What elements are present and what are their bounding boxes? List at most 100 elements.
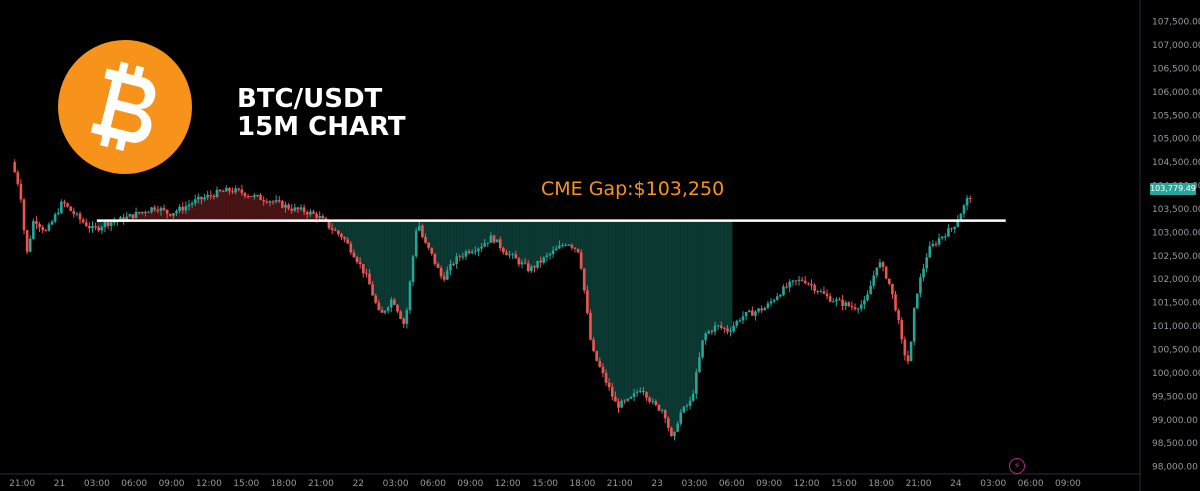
candle-body [175, 210, 178, 214]
gap-fill-bar [582, 220, 587, 291]
candle-body [663, 410, 667, 419]
gap-fill-bar [383, 220, 387, 311]
gap-fill-bar [361, 220, 366, 274]
candle-body [150, 207, 153, 212]
candle-body [293, 207, 297, 211]
gap-fill-bar [178, 206, 182, 221]
candle-body [807, 283, 810, 285]
gap-fill-bar [644, 220, 649, 398]
gap-fill-bar [364, 220, 369, 274]
gap-fill-bar [349, 220, 353, 253]
candle-body [819, 291, 823, 293]
candle-body [32, 221, 35, 239]
gap-fill-bar [358, 220, 362, 265]
candle-body [228, 188, 231, 192]
candle-body [299, 207, 303, 210]
candle-body [249, 196, 253, 198]
gap-fill-bar [663, 220, 667, 419]
candle-body [508, 254, 511, 256]
candle-body [442, 276, 446, 280]
gap-fill-bar [140, 211, 145, 221]
gap-fill-bar [629, 220, 633, 397]
candle-body [225, 188, 228, 192]
candle-body [159, 207, 163, 211]
gap-fill-bar [588, 220, 593, 340]
candle-body [498, 239, 502, 248]
candle-body [386, 307, 390, 311]
gap-fill-bar [554, 220, 559, 249]
candle-body [813, 285, 816, 291]
x-tick-label: 06:00 [719, 479, 745, 489]
gap-fill-bar [560, 220, 565, 246]
candle-body [399, 311, 402, 319]
candle-body [106, 222, 110, 226]
candle-body [318, 216, 322, 218]
candle-body [361, 264, 365, 274]
x-tick-label: 09:00 [457, 479, 483, 489]
gap-fill-bar [311, 213, 316, 221]
candle-body [408, 281, 412, 311]
gap-fill-bar [473, 220, 478, 252]
candle-body [719, 325, 723, 328]
candle-body [315, 213, 318, 218]
gap-fill-bar [598, 220, 602, 367]
gap-fill-bar [682, 220, 686, 407]
candle-body [94, 226, 97, 228]
gap-fill-bar [573, 220, 577, 249]
gap-fill-bar [283, 204, 288, 221]
gap-fill-bar [716, 220, 720, 326]
gap-fill-bar [616, 220, 621, 408]
lightning-icon[interactable]: ⚡ [1009, 458, 1025, 474]
gap-fill-bar [193, 199, 198, 221]
gap-fill-bar [483, 220, 487, 244]
candle-body [545, 255, 549, 258]
candle-body [352, 252, 356, 258]
candle-body [358, 262, 362, 265]
candle-body [243, 192, 247, 196]
gap-fill-bar [230, 192, 235, 221]
candle-body [88, 226, 91, 229]
candle-body [604, 372, 608, 383]
candle-body [769, 301, 773, 304]
candle-body [355, 257, 359, 263]
candle-body [84, 222, 88, 227]
candle-body [197, 196, 200, 200]
candle-body [791, 280, 795, 282]
gap-fill-bar [414, 220, 418, 231]
candle-body [172, 213, 175, 216]
gap-fill-bar [707, 220, 711, 332]
gap-fill-bar [352, 220, 356, 258]
gap-fill-bar [411, 220, 415, 257]
gap-fill-bar [691, 220, 696, 394]
candle-body [542, 257, 546, 263]
candle-body [567, 244, 571, 246]
y-tick-label: 105,000.00 [1152, 135, 1200, 145]
candle-body [937, 238, 941, 245]
candle-body [707, 331, 711, 334]
candle-body [340, 234, 343, 238]
gap-fill-bar [252, 195, 257, 221]
x-tick-label: 12:00 [495, 479, 521, 489]
candle-body [884, 266, 888, 279]
gap-fill-bar [274, 200, 278, 221]
candle-body [112, 221, 116, 223]
candle-body [551, 250, 555, 254]
candle-body [486, 242, 490, 244]
gap-fill-bar [374, 220, 378, 303]
y-tick-label: 98,000.00 [1152, 463, 1198, 473]
x-tick-label: 03:00 [84, 479, 110, 489]
candle-body [667, 418, 670, 428]
gap-fill-bar [290, 210, 294, 221]
candle-body [875, 267, 879, 276]
candle-body [847, 302, 851, 306]
candle-body [268, 201, 272, 203]
candle-body [747, 310, 751, 313]
gap-fill-bar [710, 220, 714, 332]
gap-fill-bar [371, 220, 375, 296]
gap-fill-bar [495, 220, 499, 240]
candle-body [670, 427, 673, 437]
gap-fill-bar [436, 220, 440, 268]
candle-body [716, 325, 720, 327]
candle-body [601, 366, 605, 373]
